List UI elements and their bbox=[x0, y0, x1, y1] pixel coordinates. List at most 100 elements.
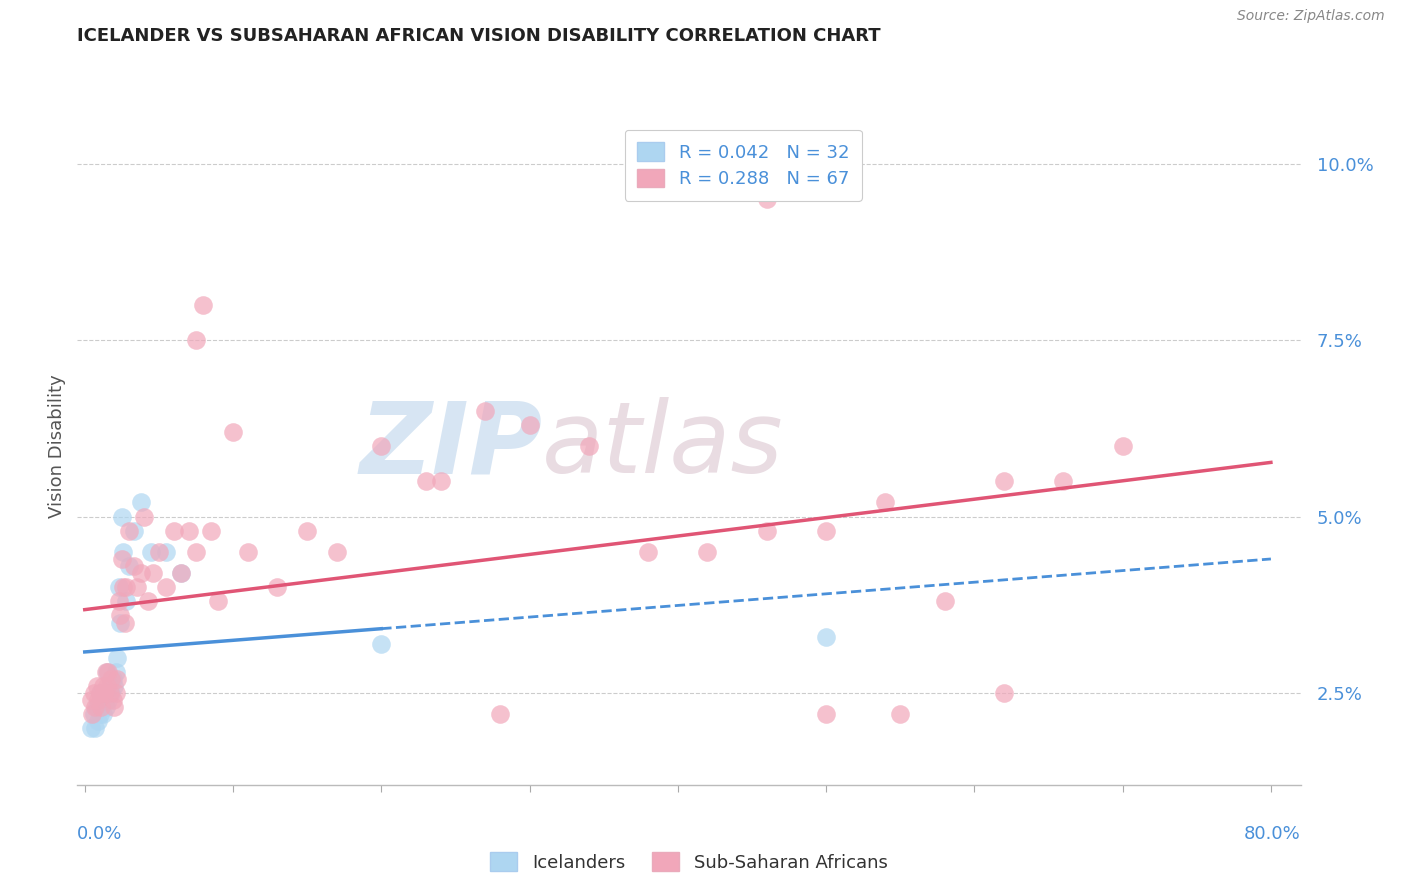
Point bbox=[429, 475, 451, 489]
Point bbox=[108, 594, 131, 608]
Point bbox=[100, 686, 122, 700]
Point bbox=[87, 714, 110, 729]
Point bbox=[934, 594, 956, 608]
Point bbox=[89, 686, 111, 700]
Point bbox=[118, 559, 141, 574]
Point bbox=[97, 665, 120, 679]
Point bbox=[326, 545, 349, 559]
Point bbox=[122, 559, 145, 574]
Point bbox=[96, 679, 118, 693]
Point bbox=[86, 679, 108, 693]
Point bbox=[637, 545, 659, 559]
Point bbox=[105, 651, 128, 665]
Point bbox=[90, 700, 112, 714]
Point bbox=[101, 672, 124, 686]
Point bbox=[177, 524, 200, 538]
Point bbox=[108, 580, 131, 594]
Point bbox=[755, 192, 778, 206]
Point bbox=[1052, 475, 1074, 489]
Point bbox=[815, 524, 838, 538]
Point bbox=[103, 679, 125, 693]
Point bbox=[1111, 439, 1133, 453]
Text: Source: ZipAtlas.com: Source: ZipAtlas.com bbox=[1237, 9, 1385, 23]
Point bbox=[142, 566, 165, 581]
Point bbox=[184, 545, 207, 559]
Text: ICELANDER VS SUBSAHARAN AFRICAN VISION DISABILITY CORRELATION CHART: ICELANDER VS SUBSAHARAN AFRICAN VISION D… bbox=[77, 27, 882, 45]
Point bbox=[97, 693, 120, 707]
Point bbox=[93, 693, 115, 707]
Point bbox=[86, 700, 108, 714]
Point bbox=[993, 475, 1015, 489]
Point bbox=[207, 594, 229, 608]
Point bbox=[110, 615, 132, 630]
Point bbox=[519, 417, 541, 432]
Point bbox=[98, 679, 121, 693]
Text: 80.0%: 80.0% bbox=[1244, 825, 1301, 843]
Point bbox=[103, 700, 125, 714]
Point bbox=[148, 545, 170, 559]
Point bbox=[79, 722, 101, 736]
Point bbox=[101, 693, 124, 707]
Point bbox=[815, 630, 838, 644]
Point bbox=[200, 524, 222, 538]
Text: ZIP: ZIP bbox=[359, 398, 543, 494]
Point bbox=[82, 707, 104, 722]
Point bbox=[83, 707, 105, 722]
Point bbox=[993, 686, 1015, 700]
Point bbox=[84, 700, 107, 714]
Point bbox=[184, 333, 207, 347]
Point bbox=[79, 693, 101, 707]
Point bbox=[755, 524, 778, 538]
Point bbox=[193, 298, 215, 312]
Point bbox=[94, 700, 117, 714]
Y-axis label: Vision Disability: Vision Disability bbox=[48, 374, 66, 518]
Point bbox=[295, 524, 318, 538]
Text: atlas: atlas bbox=[543, 398, 783, 494]
Point bbox=[155, 580, 177, 594]
Point bbox=[122, 524, 145, 538]
Point bbox=[129, 495, 152, 509]
Point bbox=[370, 637, 392, 651]
Point bbox=[118, 524, 141, 538]
Point bbox=[111, 552, 134, 566]
Point bbox=[91, 679, 114, 693]
Point bbox=[129, 566, 152, 581]
Point bbox=[110, 608, 132, 623]
Point bbox=[100, 672, 122, 686]
Point bbox=[155, 545, 177, 559]
Point bbox=[115, 580, 138, 594]
Point bbox=[170, 566, 193, 581]
Point bbox=[111, 509, 134, 524]
Point bbox=[112, 545, 135, 559]
Point bbox=[114, 615, 136, 630]
Point bbox=[132, 509, 155, 524]
Point bbox=[141, 545, 163, 559]
Point bbox=[578, 439, 600, 453]
Point bbox=[89, 686, 111, 700]
Point bbox=[236, 545, 259, 559]
Point bbox=[96, 686, 118, 700]
Point bbox=[370, 439, 392, 453]
Point bbox=[163, 524, 186, 538]
Point bbox=[125, 580, 148, 594]
Legend: Icelanders, Sub-Saharan Africans: Icelanders, Sub-Saharan Africans bbox=[478, 839, 900, 884]
Text: 0.0%: 0.0% bbox=[77, 825, 122, 843]
Point bbox=[696, 545, 718, 559]
Point bbox=[115, 594, 138, 608]
Point bbox=[170, 566, 193, 581]
Point bbox=[96, 665, 118, 679]
Point bbox=[489, 707, 512, 722]
Point bbox=[889, 707, 911, 722]
Point bbox=[98, 686, 121, 700]
Point bbox=[84, 722, 107, 736]
Point bbox=[104, 686, 127, 700]
Point bbox=[815, 707, 838, 722]
Point bbox=[474, 403, 496, 417]
Point bbox=[93, 686, 115, 700]
Point bbox=[138, 594, 160, 608]
Point bbox=[87, 693, 110, 707]
Point bbox=[105, 672, 128, 686]
Point bbox=[266, 580, 288, 594]
Point bbox=[89, 707, 111, 722]
Point bbox=[112, 580, 135, 594]
